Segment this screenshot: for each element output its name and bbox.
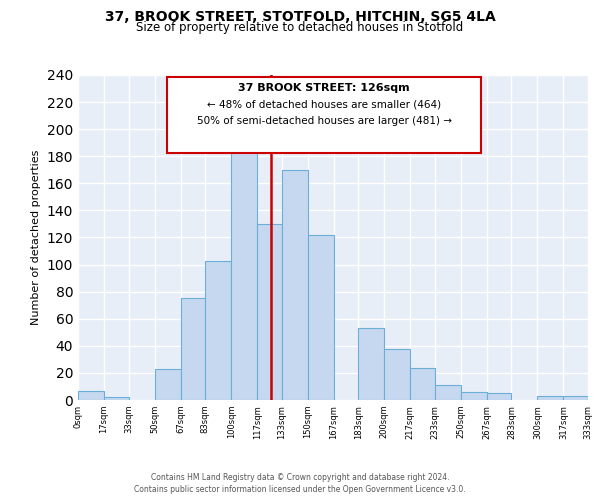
Bar [205,260,231,400]
Text: Size of property relative to detached houses in Stotfold: Size of property relative to detached ho… [136,22,464,35]
Text: Contains public sector information licensed under the Open Government Licence v3: Contains public sector information licen… [134,485,466,494]
Bar [385,348,410,400]
Bar [358,328,385,400]
Bar [231,138,257,400]
Bar [435,385,461,400]
Bar [104,398,128,400]
Y-axis label: Number of detached properties: Number of detached properties [31,150,41,325]
Bar [563,396,588,400]
Text: Contains HM Land Registry data © Crown copyright and database right 2024.: Contains HM Land Registry data © Crown c… [151,472,449,482]
Bar [257,224,281,400]
Bar [308,235,334,400]
Bar [78,390,104,400]
Bar [281,170,308,400]
Text: 50% of semi-detached houses are larger (481) →: 50% of semi-detached houses are larger (… [197,116,452,126]
Bar [181,298,205,400]
Bar [538,396,563,400]
Text: 37 BROOK STREET: 126sqm: 37 BROOK STREET: 126sqm [238,83,410,93]
Bar [461,392,487,400]
Text: ← 48% of detached houses are smaller (464): ← 48% of detached houses are smaller (46… [207,100,441,110]
Bar [155,369,181,400]
Text: 37, BROOK STREET, STOTFOLD, HITCHIN, SG5 4LA: 37, BROOK STREET, STOTFOLD, HITCHIN, SG5… [104,10,496,24]
Bar [487,393,511,400]
Bar [410,368,435,400]
FancyBboxPatch shape [167,76,481,153]
